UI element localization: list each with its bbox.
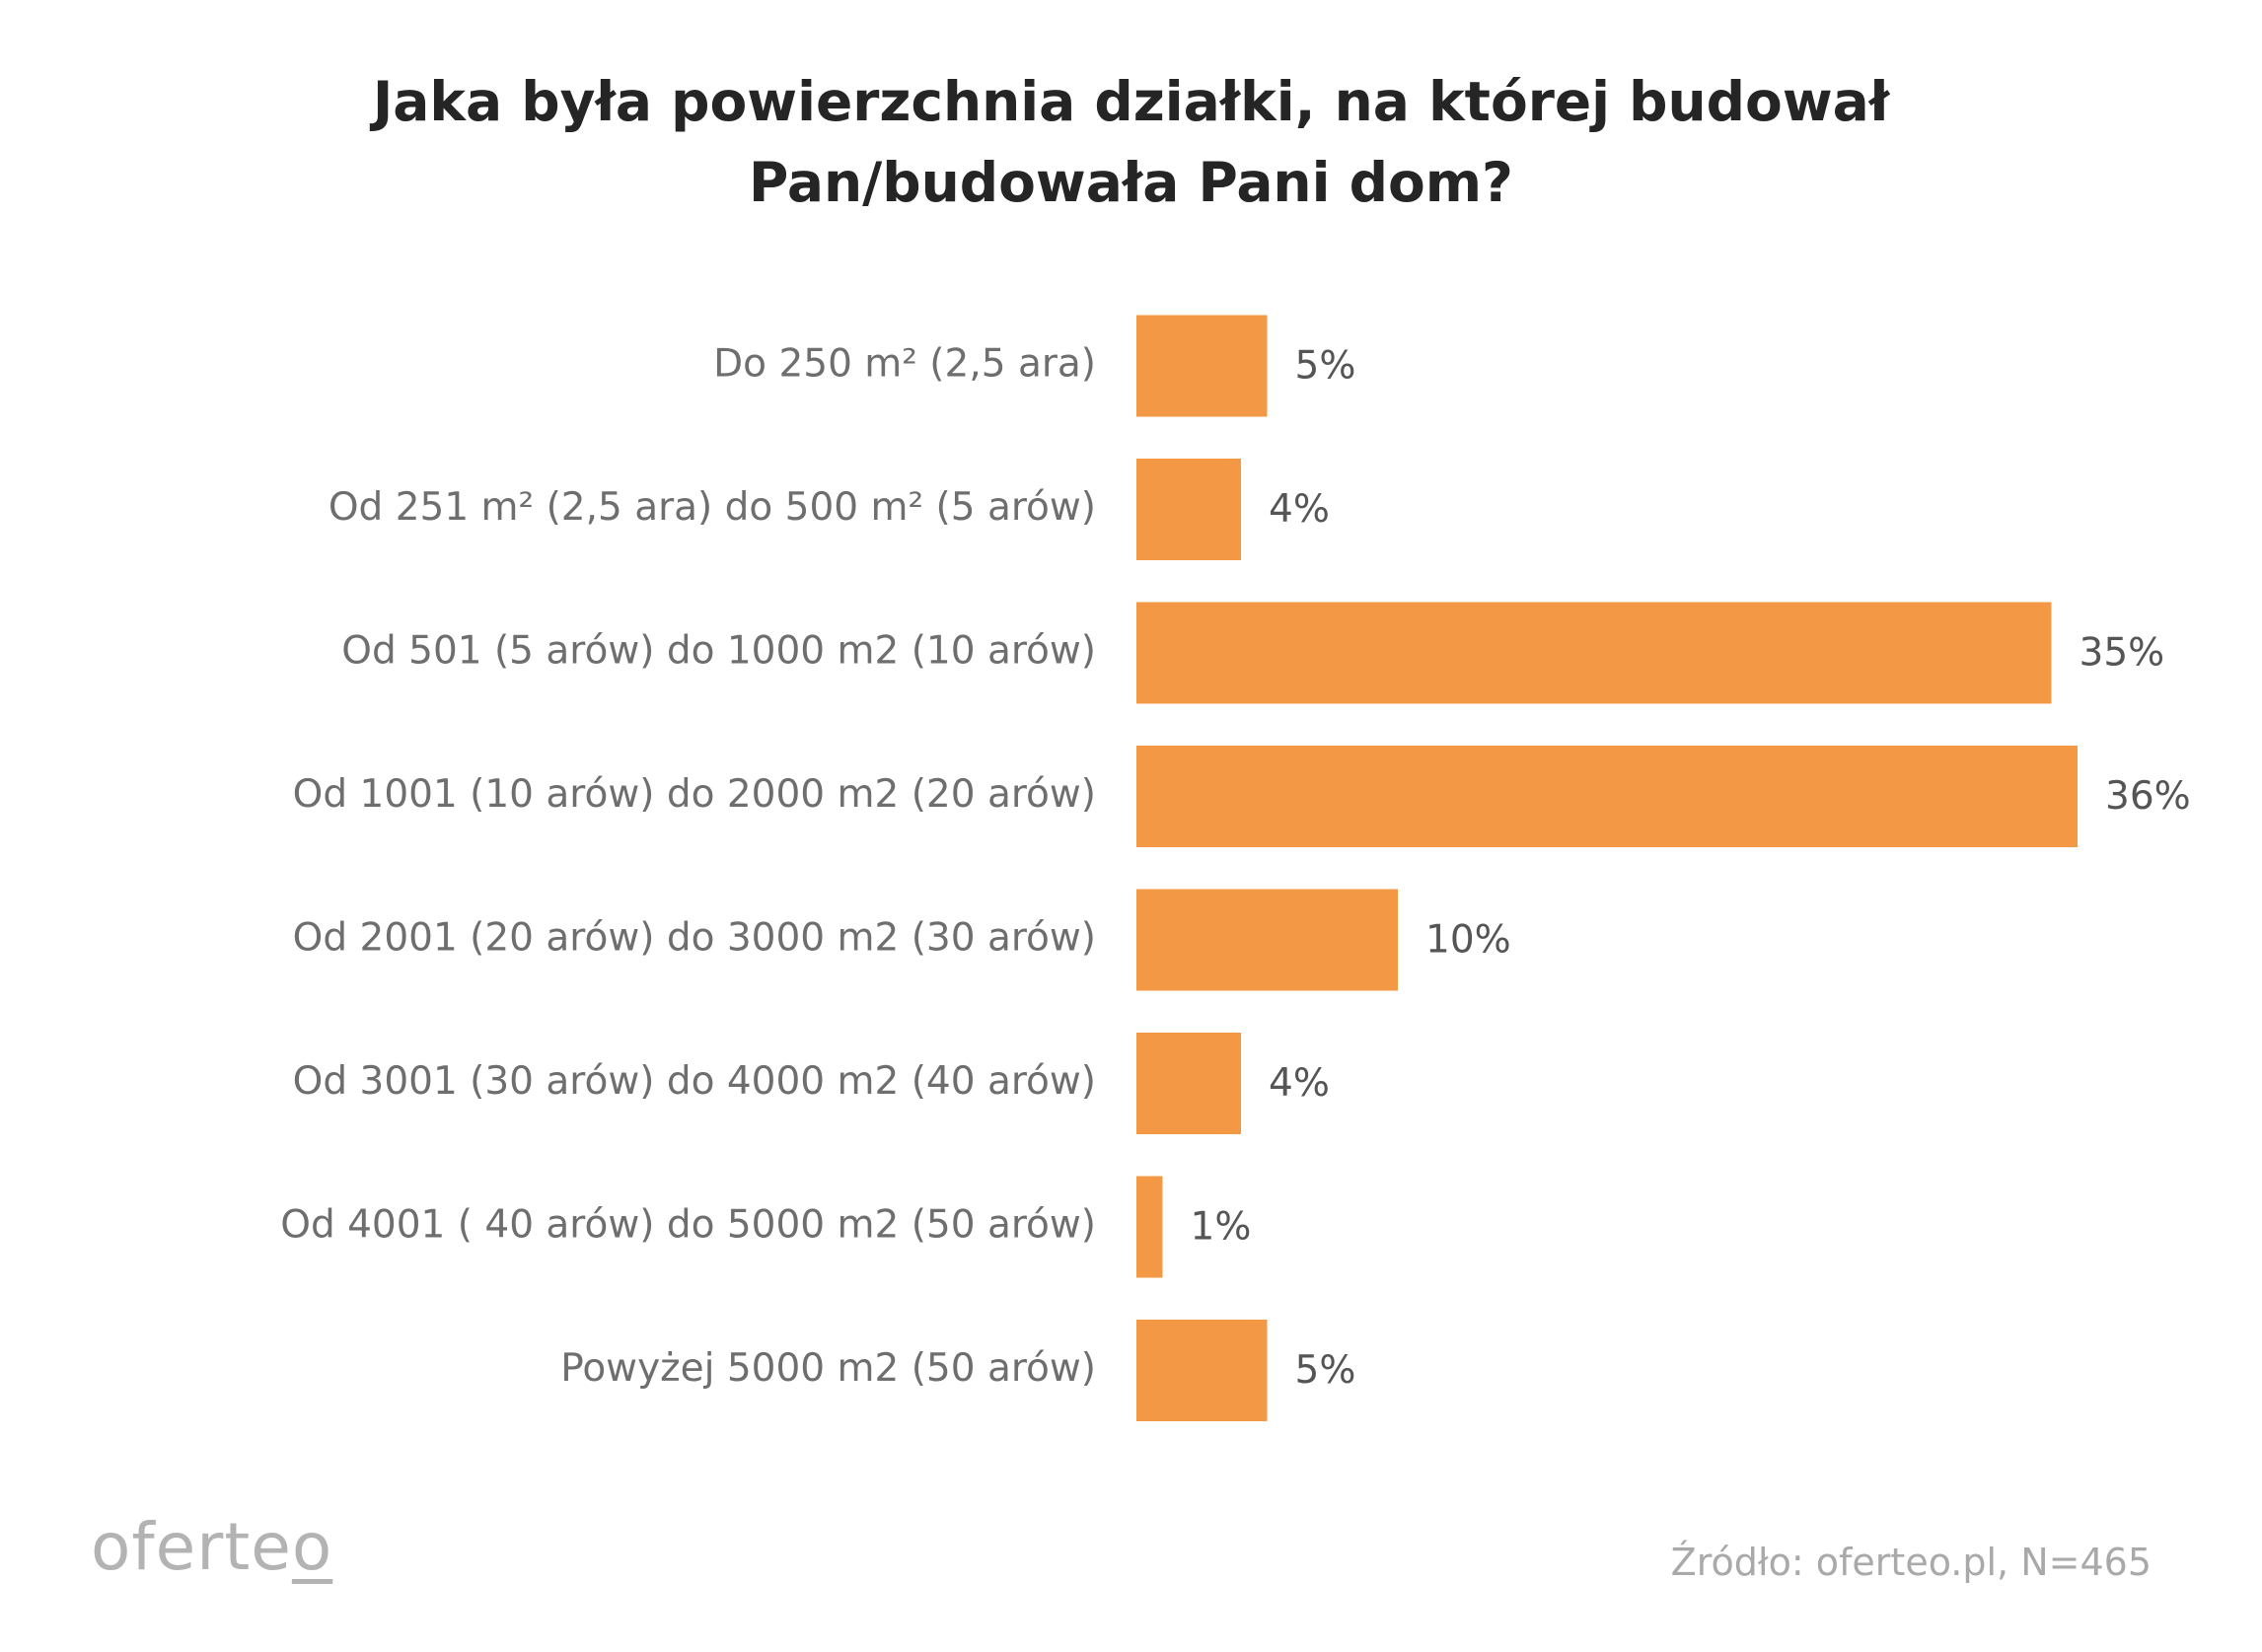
logo-text-last: o <box>291 1509 333 1585</box>
source-note: Źródło: oferteo.pl, N=465 <box>1670 1541 2152 1584</box>
bar <box>1136 602 2052 704</box>
bar <box>1136 1320 1268 1421</box>
category-label: Od 501 (5 arów) do 1000 m2 (10 arów) <box>341 629 1096 674</box>
value-label: 4% <box>1269 1061 1330 1106</box>
chart-title-line-2: Pan/budowała Pani dom? <box>749 151 1513 214</box>
category-label: Powyżej 5000 m2 (50 arów) <box>560 1346 1096 1391</box>
bar <box>1136 1176 1163 1278</box>
chart-title-line-1: Jaka była powierzchnia działki, na które… <box>372 70 1890 133</box>
value-label: 10% <box>1425 918 1511 963</box>
value-label: 5% <box>1295 344 1356 389</box>
bar <box>1136 1033 1241 1134</box>
value-label: 4% <box>1269 487 1330 532</box>
value-label: 36% <box>2105 774 2191 819</box>
category-label: Od 3001 (30 arów) do 4000 m2 (40 arów) <box>293 1059 1096 1104</box>
category-label: Od 4001 ( 40 arów) do 5000 m2 (50 arów) <box>280 1203 1096 1248</box>
category-label: Do 250 m² (2,5 ara) <box>713 342 1096 387</box>
logo-text-main: oferte <box>91 1509 292 1585</box>
category-label: Od 251 m² (2,5 ara) do 500 m² (5 arów) <box>328 485 1096 530</box>
bar <box>1136 315 1268 417</box>
value-label: 35% <box>2080 631 2165 676</box>
bar <box>1136 746 2078 847</box>
bar <box>1136 889 1398 991</box>
value-label: 5% <box>1295 1348 1356 1393</box>
bar <box>1136 459 1241 560</box>
category-label: Od 2001 (20 arów) do 3000 m2 (30 arów) <box>293 916 1096 961</box>
category-label: Od 1001 (10 arów) do 2000 m2 (20 arów) <box>293 772 1096 817</box>
chart-title: Jaka była powierzchnia działki, na które… <box>0 61 2262 223</box>
value-label: 1% <box>1191 1205 1252 1250</box>
oferteo-logo: oferteo <box>91 1509 332 1585</box>
